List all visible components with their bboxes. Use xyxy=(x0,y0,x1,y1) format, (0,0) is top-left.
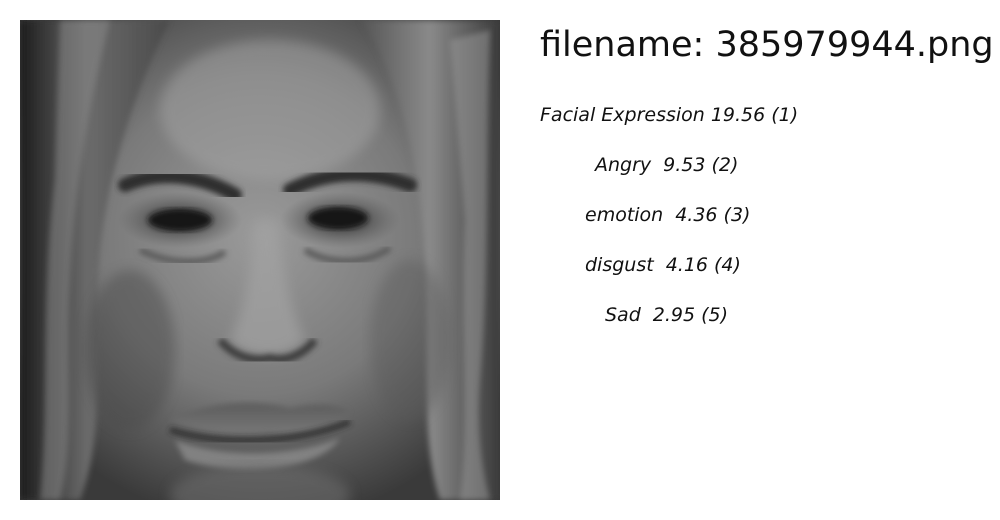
result-score: 9.53 xyxy=(663,154,706,176)
filename-title: filename: 385979944.png xyxy=(540,25,994,65)
result-score: 19.56 xyxy=(710,104,766,126)
result-row: Angry 9.53 (2) xyxy=(595,150,738,180)
result-rank: (5) xyxy=(701,304,728,326)
result-score: 4.16 xyxy=(665,254,709,276)
result-score: 4.36 xyxy=(675,204,718,226)
result-rank: (3) xyxy=(723,204,751,226)
result-label: Sad xyxy=(605,304,641,326)
result-rank: (4) xyxy=(714,254,741,276)
face-photo-graphic xyxy=(20,20,500,500)
result-score: 2.95 xyxy=(652,304,696,326)
face-photo xyxy=(20,20,500,500)
result-row: Sad 2.95 (5) xyxy=(605,300,728,330)
result-label: Angry xyxy=(595,154,652,176)
result-label: Facial Expression xyxy=(540,104,705,126)
result-row: emotion 4.36 (3) xyxy=(585,200,750,230)
result-row: Facial Expression 19.56 (1) xyxy=(540,100,798,130)
result-label: emotion xyxy=(585,204,664,226)
result-row: disgust 4.16 (4) xyxy=(585,250,741,280)
result-rank: (2) xyxy=(711,154,739,176)
result-label: disgust xyxy=(585,254,654,276)
result-rank: (1) xyxy=(771,104,799,126)
